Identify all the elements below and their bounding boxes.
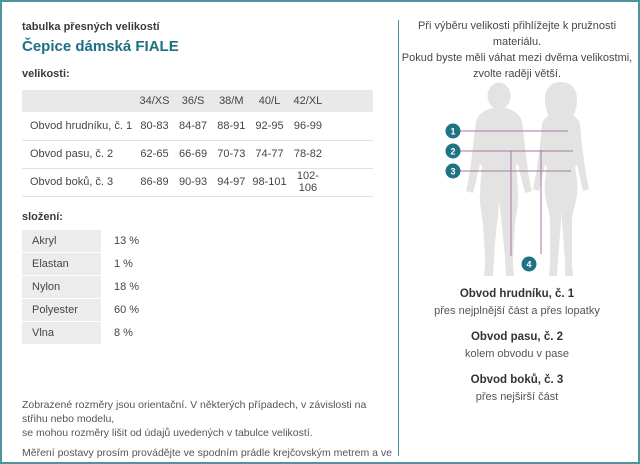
table-row: Obvod boků, č. 3 86-89 90-93 94-97 98-10… (22, 168, 373, 196)
size-column-header: 42/XL (293, 95, 323, 107)
table-row: Obvod hrudníku, č. 1 80-83 84-87 88-91 9… (22, 112, 373, 140)
list-item: Vlna 8 % (22, 322, 252, 344)
size-column-header: 38/M (219, 95, 244, 107)
size-value: 66-69 (178, 148, 208, 160)
measurement-descriptions: Obvod hrudníku, č. 1 přes nejplnější čás… (400, 286, 634, 406)
note-line: Zobrazené rozměry jsou orientační. V něk… (22, 399, 367, 425)
composition-section-label: složení: (22, 211, 63, 223)
svg-text:1: 1 (450, 127, 455, 137)
list-item: Akryl 13 % (22, 230, 252, 252)
material-percent: 18 % (114, 281, 140, 293)
size-column-header: 34/XS (139, 95, 170, 107)
size-column-header: 36/S (181, 95, 205, 107)
advice-line: Při výběru velikosti přihlížejte k pružn… (417, 20, 617, 48)
size-value: 102-106 (296, 170, 319, 194)
svg-text:2: 2 (450, 147, 455, 157)
list-item: Polyester 60 % (22, 299, 252, 321)
material-name: Akryl (22, 230, 101, 252)
vertical-divider (398, 20, 399, 456)
size-advice-text: Při výběru velikosti přihlížejte k pružn… (400, 18, 634, 82)
material-name: Elastan (22, 253, 101, 275)
list-item: Elastan 1 % (22, 253, 252, 275)
list-item: Nylon 18 % (22, 276, 252, 298)
measurement-title: Obvod pasu, č. 2 (470, 331, 564, 343)
composition-table: Akryl 13 % Elastan 1 % Nylon 18 % Polyes… (22, 230, 252, 345)
advice-line: zvolte raději větší. (472, 68, 562, 80)
table-row: Obvod pasu, č. 2 62-65 66-69 70-73 74-77… (22, 140, 373, 168)
marker-4-badge: 4 (521, 256, 537, 272)
male-silhouette-figure (466, 82, 532, 276)
size-table-spacer (327, 90, 373, 112)
page-title: Čepice dámská FIALE (22, 38, 179, 55)
material-percent: 60 % (114, 304, 140, 316)
measurement-description: přes nejplnější část a přes lopatky (434, 305, 600, 317)
size-value: 74-77 (255, 148, 284, 160)
svg-text:4: 4 (526, 260, 531, 270)
body-measurement-diagram: 1 2 3 4 (445, 82, 589, 276)
note-line: se mohou rozměry lišit od údajů uvedenýc… (22, 427, 313, 439)
marker-2-badge: 2 (445, 143, 461, 159)
size-value: 98-101 (252, 176, 287, 188)
size-table-header: 34/XS 36/S 38/M 40/L 42/XL (22, 90, 373, 112)
marker-3-badge: 3 (445, 163, 461, 179)
measurement-lines (460, 130, 573, 256)
size-table-corner-cell (22, 90, 135, 112)
advice-line: Pokud byste měli váhat mezi dvěma veliko… (401, 52, 633, 64)
measurement-row-label: Obvod pasu, č. 2 (30, 148, 114, 160)
female-silhouette-figure (533, 82, 589, 276)
measurement-row-label: Obvod hrudníku, č. 1 (30, 119, 133, 132)
material-percent: 1 % (114, 258, 133, 270)
disclaimer-notes: Zobrazené rozměry jsou orientační. V něk… (22, 398, 394, 462)
measurement-description: přes nejširší část (475, 391, 559, 403)
size-value: 94-97 (217, 176, 246, 188)
svg-text:3: 3 (450, 167, 455, 177)
measurement-title: Obvod hrudníku, č. 1 (459, 288, 575, 300)
page-eyebrow: tabulka přesných velikostí (22, 21, 160, 33)
size-value: 70-73 (217, 148, 246, 160)
size-value: 92-95 (255, 119, 284, 132)
size-value: 62-65 (140, 148, 169, 160)
material-percent: 8 % (114, 327, 133, 339)
size-value: 88-91 (217, 119, 246, 132)
size-column-header: 40/L (258, 95, 281, 107)
measurement-row-label: Obvod boků, č. 3 (30, 176, 114, 188)
size-value: 84-87 (178, 119, 208, 132)
material-percent: 13 % (114, 235, 140, 247)
size-table-header-row: 34/XS 36/S 38/M 40/L 42/XL (22, 90, 373, 112)
size-value: 78-82 (293, 148, 322, 160)
size-value: 80-83 (140, 119, 169, 132)
size-value: 96-99 (293, 119, 322, 132)
size-table: 34/XS 36/S 38/M 40/L 42/XL Obvod hrudník… (22, 90, 373, 197)
marker-1-badge: 1 (445, 123, 461, 139)
size-value: 90-93 (178, 176, 208, 188)
measurement-title: Obvod boků, č. 3 (470, 374, 564, 386)
measurement-description: kolem obvodu v pase (465, 348, 569, 360)
material-name: Vlna (22, 322, 101, 344)
sizes-section-label: velikosti: (22, 68, 70, 80)
note-line: Měření postavy prosím provádějte ve spod… (22, 447, 392, 462)
size-value: 86-89 (140, 176, 169, 188)
material-name: Nylon (22, 276, 101, 298)
material-name: Polyester (22, 299, 101, 321)
